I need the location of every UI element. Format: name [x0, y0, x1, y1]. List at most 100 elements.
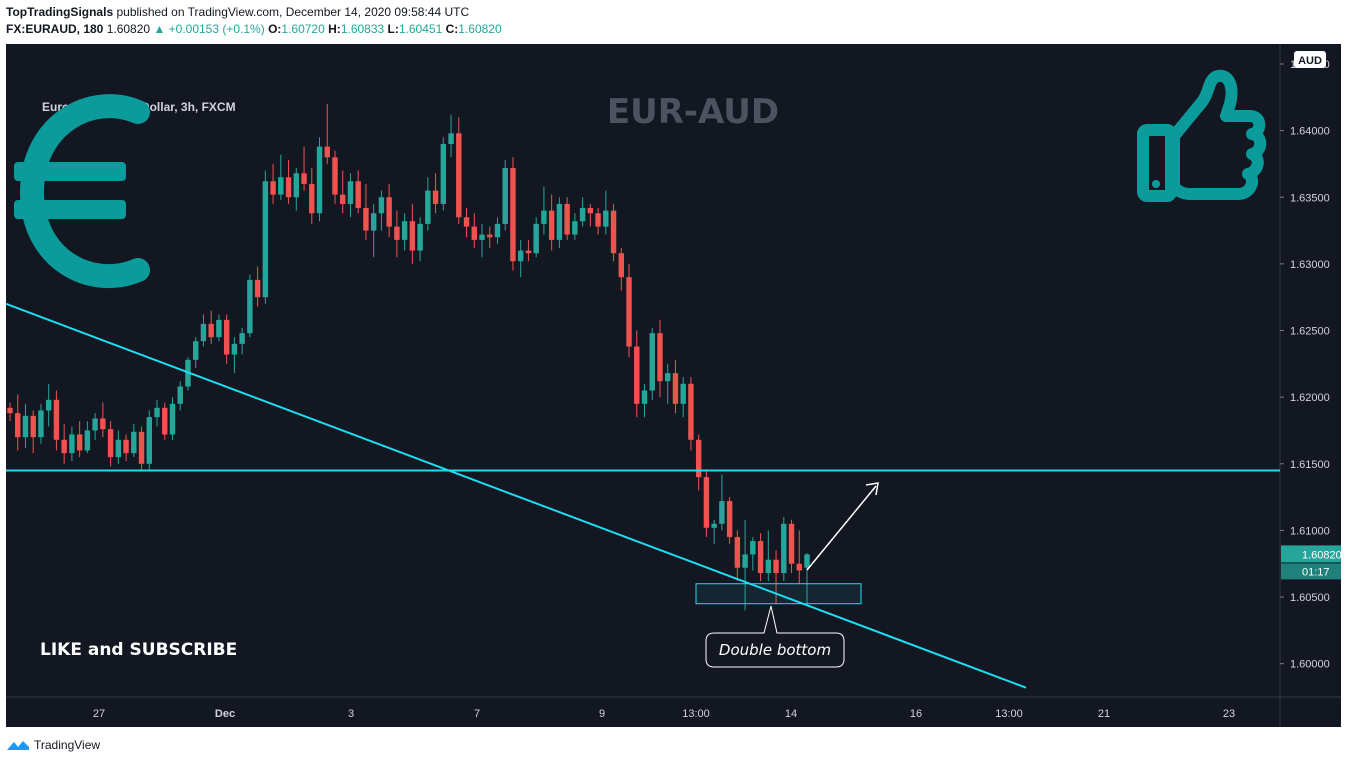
candle-41[interactable] [324, 103, 330, 164]
candle-76[interactable] [595, 207, 601, 235]
candle-1[interactable] [15, 394, 21, 451]
candle-38[interactable] [301, 146, 307, 191]
candle-25[interactable] [200, 314, 207, 347]
candle-49[interactable] [386, 183, 392, 238]
candle-50[interactable] [394, 210, 400, 258]
double-bottom-callout[interactable]: Double bottom [705, 605, 845, 668]
candle-0[interactable] [7, 402, 13, 422]
candle-59[interactable] [463, 207, 470, 238]
candle-67[interactable] [525, 239, 532, 262]
candle-102[interactable] [796, 530, 802, 584]
author-name[interactable]: TopTradingSignals [6, 5, 114, 19]
candle-58[interactable] [456, 117, 462, 224]
candle-55[interactable] [432, 173, 439, 214]
candle-30[interactable] [239, 327, 245, 355]
candle-62[interactable] [487, 226, 493, 248]
candle-89[interactable] [695, 434, 702, 491]
candle-21[interactable] [169, 397, 176, 440]
support-zone[interactable] [695, 583, 862, 605]
candle-103[interactable] [804, 553, 810, 604]
candle-28[interactable] [223, 314, 230, 364]
candle-40[interactable] [316, 137, 323, 222]
candle-88[interactable] [688, 377, 694, 451]
candle-95[interactable] [742, 519, 748, 611]
candle-85[interactable] [665, 363, 671, 404]
candle-54[interactable] [425, 177, 431, 231]
candle-98[interactable] [765, 530, 772, 582]
candle-92[interactable] [719, 474, 725, 531]
tradingview-footer[interactable]: TradingView [6, 736, 100, 754]
candle-9[interactable] [76, 421, 83, 458]
candle-63[interactable] [494, 217, 501, 244]
candle-71[interactable] [556, 197, 563, 248]
candle-19[interactable] [154, 399, 160, 427]
candle-79[interactable] [618, 247, 624, 291]
candle-12[interactable] [100, 402, 106, 438]
candle-47[interactable] [370, 203, 377, 258]
candle-77[interactable] [603, 190, 609, 235]
candle-57[interactable] [448, 114, 454, 158]
price-chart[interactable]: Euro / Australian Dollar, 3h, FXCM EUR-A… [6, 44, 1341, 727]
candle-82[interactable] [641, 383, 648, 418]
candle-83[interactable] [649, 327, 655, 400]
candle-96[interactable] [750, 537, 756, 571]
candle-32[interactable] [254, 266, 261, 307]
candle-65[interactable] [510, 157, 516, 271]
candle-56[interactable] [440, 137, 447, 211]
candle-18[interactable] [146, 410, 152, 471]
candle-26[interactable] [208, 310, 214, 344]
candle-52[interactable] [409, 203, 416, 264]
candle-42[interactable] [332, 150, 338, 204]
candle-22[interactable] [177, 381, 183, 411]
candle-99[interactable] [773, 550, 779, 604]
candle-70[interactable] [548, 194, 555, 251]
candle-6[interactable] [53, 390, 60, 451]
candle-84[interactable] [657, 319, 663, 398]
candle-91[interactable] [711, 519, 717, 544]
candle-10[interactable] [84, 421, 91, 454]
candle-69[interactable] [541, 186, 547, 235]
candle-93[interactable] [726, 497, 733, 544]
candle-36[interactable] [285, 159, 292, 204]
candle-73[interactable] [572, 213, 578, 240]
candle-45[interactable] [355, 170, 361, 214]
candle-100[interactable] [781, 517, 787, 582]
candle-94[interactable] [734, 530, 741, 582]
candle-97[interactable] [757, 533, 764, 582]
currency-badge[interactable] [1294, 51, 1326, 68]
candle-101[interactable] [788, 519, 795, 574]
candle-72[interactable] [564, 197, 570, 240]
candle-33[interactable] [262, 170, 269, 304]
candle-86[interactable] [672, 359, 679, 414]
candle-48[interactable] [378, 190, 385, 231]
candle-15[interactable] [123, 434, 129, 462]
candle-74[interactable] [579, 197, 586, 227]
candle-43[interactable] [340, 170, 346, 214]
candle-53[interactable] [417, 217, 423, 262]
candle-20[interactable] [162, 402, 168, 440]
candle-17[interactable] [138, 426, 145, 471]
candle-29[interactable] [231, 337, 238, 374]
candle-66[interactable] [517, 239, 524, 278]
candle-16[interactable] [131, 423, 137, 458]
candle-64[interactable] [502, 159, 508, 231]
candle-3[interactable] [30, 410, 36, 454]
candle-75[interactable] [587, 203, 594, 227]
candle-44[interactable] [347, 173, 354, 218]
candle-11[interactable] [92, 413, 98, 440]
candle-37[interactable] [293, 167, 300, 211]
candle-8[interactable] [69, 426, 75, 462]
candle-4[interactable] [38, 403, 44, 444]
candle-51[interactable] [401, 213, 408, 251]
candle-7[interactable] [61, 423, 67, 464]
candle-78[interactable] [610, 203, 617, 262]
candle-80[interactable] [626, 263, 632, 358]
candle-60[interactable] [471, 213, 477, 248]
candle-27[interactable] [216, 314, 222, 342]
candle-14[interactable] [115, 430, 122, 464]
candle-87[interactable] [680, 377, 686, 418]
target-arrow[interactable] [806, 482, 879, 571]
candle-24[interactable] [193, 337, 199, 368]
candle-81[interactable] [634, 330, 640, 418]
candle-2[interactable] [22, 403, 29, 448]
